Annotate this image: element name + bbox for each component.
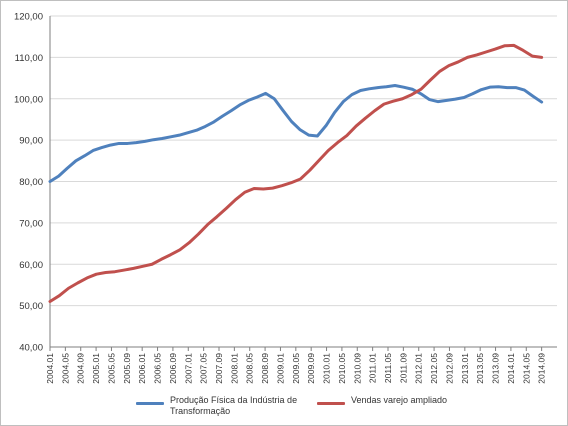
y-tick-label: 100,00 <box>14 94 43 105</box>
legend-label-producao: Produção Física da Indústria de Transfor… <box>170 395 298 416</box>
x-tick-label: 2005.05 <box>106 353 116 384</box>
legend-item-producao: Produção Física da Indústria de Transfor… <box>136 395 310 417</box>
x-tick-label: 2009.05 <box>291 353 301 384</box>
x-tick-label: 2013.09 <box>491 353 501 384</box>
x-tick-label: 2005.01 <box>91 353 101 384</box>
y-tick-label: 90,00 <box>19 136 43 147</box>
x-tick-label: 2008.05 <box>245 353 255 384</box>
legend-label-vendas: Vendas varejo ampliado <box>351 395 448 405</box>
x-tick-label: 2009.01 <box>275 353 285 384</box>
y-tick-label: 80,00 <box>19 177 43 188</box>
line-chart: 40,00 50,00 60,00 70,00 80,00 90,00 100,00 110,… <box>14 12 557 384</box>
x-tick-label: 2014.05 <box>521 353 531 384</box>
x-tick-label: 2004.09 <box>76 353 86 384</box>
x-tick-label: 2010.01 <box>322 353 332 384</box>
x-tick-label: 2011.09 <box>398 353 408 383</box>
x-tick-label: 2014.09 <box>537 353 547 384</box>
y-tick-label: 60,00 <box>19 260 43 271</box>
legend-swatch-producao <box>136 402 164 405</box>
x-tick-label: 2007.01 <box>183 353 193 384</box>
y-tick-label: 70,00 <box>19 218 43 229</box>
x-tick-label: 2007.05 <box>199 353 209 384</box>
x-tick-label: 2008.09 <box>260 353 270 384</box>
y-tick-label: 40,00 <box>19 343 43 354</box>
x-tick-label: 2004.05 <box>60 353 70 384</box>
x-tick-label: 2013.05 <box>475 353 485 384</box>
x-tick-label: 2007.09 <box>214 353 224 384</box>
x-tick-label: 2010.05 <box>337 353 347 384</box>
x-tick-label: 2005.09 <box>122 353 132 384</box>
x-tick-label: 2014.01 <box>506 353 516 384</box>
series-line-producao <box>48 84 544 183</box>
x-tick-label: 2006.09 <box>168 353 178 384</box>
y-tick-label: 120,00 <box>14 12 43 23</box>
series-line-vendas <box>48 43 544 303</box>
x-tick-label: 2010.09 <box>352 353 362 384</box>
x-tick-label: 2004.01 <box>45 353 55 384</box>
legend-swatch-vendas <box>317 402 345 405</box>
x-tick-label: 2011.01 <box>368 353 378 383</box>
x-tick-label: 2006.01 <box>137 353 147 384</box>
x-tick-label: 2011.05 <box>383 353 393 383</box>
y-tick-label: 50,00 <box>19 301 43 312</box>
legend-item-vendas: Vendas varejo ampliado <box>317 395 447 406</box>
y-tick-label: 110,00 <box>15 53 43 64</box>
x-tick-label: 2009.09 <box>306 353 316 384</box>
x-tick-label: 2006.05 <box>153 353 163 384</box>
x-tick-label: 2012.01 <box>414 353 424 384</box>
x-tick-label: 2012.09 <box>444 353 454 384</box>
legend: Produção Física da Indústria de Transfor… <box>1 395 567 425</box>
x-tick-label: 2008.01 <box>229 353 239 384</box>
x-tick-label: 2012.05 <box>429 353 439 384</box>
x-tick-label: 2013.01 <box>460 353 470 384</box>
